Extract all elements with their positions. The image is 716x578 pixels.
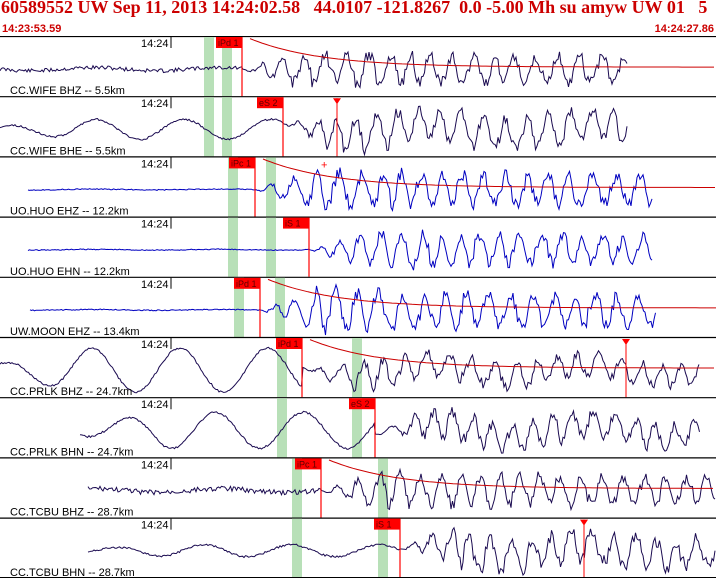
pick-label: iPd 1 bbox=[218, 38, 239, 48]
station-label: CC.WIFE BHZ -- 5.5km bbox=[10, 85, 125, 97]
pick-window bbox=[222, 97, 232, 157]
trace-row[interactable]: 14:24 iPc 1 CC.TCBU BHZ -- 28.7km bbox=[0, 457, 716, 519]
pick-label: iPd 1 bbox=[236, 279, 257, 289]
pick-window bbox=[277, 398, 287, 458]
waveform bbox=[87, 526, 716, 577]
time-label: 14:24 bbox=[141, 399, 169, 411]
pick-window bbox=[234, 277, 244, 337]
pick-window bbox=[228, 157, 238, 217]
time-label: 14:24 bbox=[141, 339, 169, 351]
time-label: 14:24 bbox=[141, 38, 169, 50]
pick-label: iS 1 bbox=[285, 219, 301, 229]
pick-window bbox=[292, 518, 302, 578]
time-label: 14:24 bbox=[141, 459, 169, 471]
trace-row[interactable]: 14:24 eS 2 CC.PRLK BHN -- 24.7km bbox=[0, 397, 716, 459]
pick-cursor-icon: + bbox=[321, 159, 327, 171]
coda-fit-curve bbox=[309, 339, 714, 369]
waveform bbox=[87, 467, 716, 512]
trace-row[interactable]: 14:24 iPc 1 + UO.HUO EHZ -- 12.2km bbox=[0, 156, 716, 218]
coda-fit-curve bbox=[267, 278, 716, 309]
pick-window bbox=[266, 217, 276, 277]
waveform bbox=[0, 50, 628, 89]
pick-window bbox=[266, 157, 276, 217]
trace-row[interactable]: 14:24 iPd 1 UW.MOON EHZ -- 13.4km bbox=[0, 276, 716, 338]
pick-flag[interactable] bbox=[349, 398, 375, 410]
pick-label: eS 2 bbox=[259, 98, 278, 108]
waveform bbox=[79, 407, 700, 454]
pick-window bbox=[228, 217, 238, 277]
pick-window bbox=[352, 338, 362, 398]
pick-label: iS 1 bbox=[376, 520, 392, 530]
trace-row[interactable]: 14:24 iPd 1 CC.PRLK BHZ -- 24.7km bbox=[0, 336, 716, 399]
pick-window bbox=[378, 458, 388, 518]
pick-label: iPd 1 bbox=[278, 339, 299, 349]
pick-label: iPc 1 bbox=[297, 459, 317, 469]
window-start-time: 14:23:53.59 bbox=[2, 23, 62, 35]
pick-label: eS 2 bbox=[351, 399, 370, 409]
pick-window bbox=[277, 338, 287, 398]
pick-flag[interactable] bbox=[295, 458, 321, 470]
station-label: UO.HUO EHN -- 12.2km bbox=[10, 266, 130, 278]
pick-window bbox=[204, 37, 214, 97]
station-label: CC.TCBU BHZ -- 28.7km bbox=[10, 507, 133, 519]
time-label: 14:24 bbox=[141, 98, 169, 110]
pick-window bbox=[275, 277, 285, 337]
pick-flag[interactable] bbox=[234, 277, 260, 289]
pick-flag[interactable] bbox=[374, 518, 400, 530]
time-label: 14:24 bbox=[141, 520, 169, 532]
window-end-time: 14:24:27.86 bbox=[654, 23, 714, 35]
time-label: 14:24 bbox=[141, 279, 169, 291]
coda-fit-curve bbox=[262, 158, 715, 188]
station-label: UW.MOON EHZ -- 13.4km bbox=[10, 326, 140, 338]
trace-row[interactable]: 14:24 iS 1 CC.TCBU BHN -- 28.7km bbox=[0, 517, 716, 578]
time-label: 14:24 bbox=[141, 219, 169, 231]
pick-label: iPc 1 bbox=[231, 158, 251, 168]
pick-flag[interactable] bbox=[257, 97, 283, 109]
pick-window bbox=[352, 398, 362, 458]
waveform bbox=[29, 283, 656, 336]
waveform bbox=[0, 105, 628, 157]
waveform bbox=[27, 167, 653, 212]
trace-panel[interactable]: 14:24 iPd 1 CC.WIFE BHZ -- 5.5km 14:24 eS 2 C… bbox=[0, 36, 716, 578]
station-label: CC.WIFE BHE -- 5.5km bbox=[10, 145, 126, 157]
pick-window bbox=[378, 518, 388, 578]
time-label: 14:24 bbox=[141, 158, 169, 170]
event-title: 60589552 UW Sep 11, 2013 14:24:02.58 44.… bbox=[1, 0, 708, 17]
pick-flag[interactable] bbox=[229, 157, 255, 169]
pick-flag[interactable] bbox=[216, 37, 242, 48]
pick-flag[interactable] bbox=[283, 217, 309, 229]
station-label: UO.HUO EHZ -- 12.2km bbox=[10, 206, 129, 218]
pick-window bbox=[222, 37, 232, 97]
station-label: CC.PRLK BHN -- 24.7km bbox=[10, 446, 133, 458]
pick-window bbox=[204, 97, 214, 157]
event-header: 60589552 UW Sep 11, 2013 14:24:02.58 44.… bbox=[0, 0, 716, 36]
pick-window bbox=[292, 458, 302, 518]
station-label: CC.PRLK BHZ -- 24.7km bbox=[10, 386, 132, 398]
pick-flag[interactable] bbox=[276, 338, 302, 349]
trace-row[interactable]: 14:24 eS 2 CC.WIFE BHE -- 5.5km bbox=[0, 96, 716, 158]
waveform bbox=[0, 346, 700, 394]
trace-row[interactable]: 14:24 iS 1 UO.HUO EHN -- 12.2km bbox=[0, 216, 716, 278]
coda-fit-curve bbox=[249, 38, 714, 68]
coda-fit-curve bbox=[328, 459, 713, 489]
waveform bbox=[27, 229, 653, 271]
station-label: CC.TCBU BHN -- 28.7km bbox=[10, 567, 135, 578]
trace-row[interactable]: 14:24 iPd 1 CC.WIFE BHZ -- 5.5km bbox=[0, 36, 716, 98]
